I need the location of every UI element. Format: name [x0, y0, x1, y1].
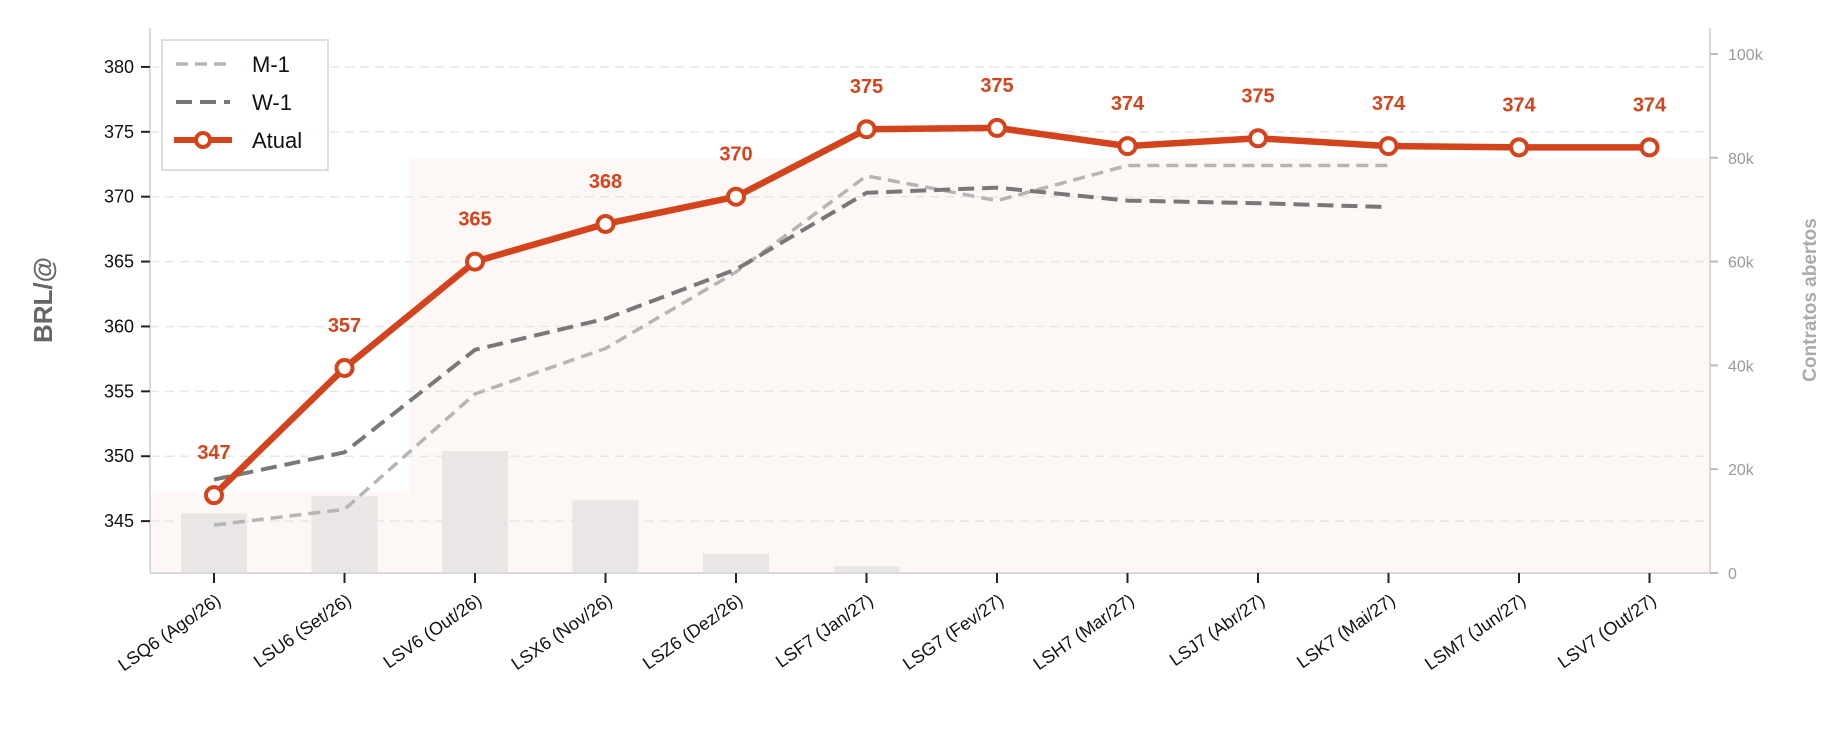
data-label-3: 368 [589, 171, 622, 193]
y2tick-label-5: 100k [1728, 47, 1764, 64]
oi-bar-3 [572, 500, 639, 573]
data-labels: 347 357 365 368 370 375 375 374 375 374 374 374 [197, 75, 1667, 464]
y2tick-label-2: 40k [1728, 358, 1755, 375]
marker-atual-9 [1378, 136, 1399, 157]
series-line-w-1 [213, 185, 1389, 482]
marker-atual-11 [1639, 137, 1660, 158]
xtick-label-0: LSQ6 (Ago/26) [114, 590, 224, 675]
xtick-label-6: LSG7 (Fev/27) [899, 590, 1007, 674]
marker-atual-10 [1509, 137, 1529, 158]
data-label-8: 375 [1241, 85, 1274, 107]
legend-label-w-1: W-1 [252, 90, 292, 115]
data-label-4: 370 [719, 144, 752, 166]
ytick-label-370: 370 [104, 187, 134, 207]
axes [149, 28, 1711, 574]
ytick-label-365: 365 [104, 252, 134, 272]
open-interest-background-area [150, 157, 1710, 573]
y-axis-title: BRL/@ [28, 257, 58, 343]
open-interest-bars [181, 451, 900, 573]
xtick-label-9: LSK7 (Mai/27) [1293, 590, 1399, 672]
marker-atual-5 [856, 119, 877, 140]
xtick-label-5: LSF7 (Jan/27) [772, 590, 877, 672]
legend: M-1 W-1 Atual [161, 39, 329, 171]
marker-atual-1 [334, 357, 355, 378]
legend-marker-atual [194, 131, 212, 149]
oi-bar-1 [311, 496, 378, 573]
y-gridlines [150, 66, 1710, 522]
xtick-label-11: LSV7 (Out/27) [1554, 590, 1660, 672]
marker-atual-8 [1248, 128, 1268, 149]
xtick-label-1: LSU6 (Set/26) [250, 590, 355, 672]
data-label-9: 374 [1372, 93, 1406, 115]
data-label-10: 374 [1502, 94, 1536, 116]
legend-label-atual: Atual [252, 128, 302, 153]
series-lines [204, 117, 1660, 527]
left-y-ticks: 345 350 355 360 365 370 375 380 [104, 57, 150, 531]
xtick-label-10: LSM7 (Jun/27) [1421, 590, 1529, 674]
y2-axis-title: Contratos abertos [1800, 218, 1821, 382]
series-line-m-1 [213, 163, 1389, 527]
right-y-ticks: 0 20k 40k 60k 80k 100k [1710, 47, 1764, 583]
series-line-atual [210, 124, 1653, 499]
y2tick-label-1: 20k [1728, 462, 1755, 479]
y2tick-label-4: 80k [1728, 151, 1755, 168]
ytick-label-375: 375 [104, 122, 134, 142]
legend-label-m-1: M-1 [252, 52, 290, 77]
oi-bar-4 [703, 553, 769, 573]
x-ticks: LSQ6 (Ago/26) LSU6 (Set/26) LSV6 (Out/26) L… [114, 573, 1660, 675]
data-label-11: 374 [1633, 94, 1667, 116]
marker-atual-4 [726, 186, 746, 207]
oi-bar-2 [442, 451, 508, 573]
marker-atual-2 [465, 251, 485, 272]
background-area [150, 157, 1710, 573]
marker-atual-6 [987, 117, 1007, 138]
xtick-label-7: LSH7 (Mar/27) [1030, 590, 1138, 674]
ytick-label-345: 345 [104, 511, 134, 531]
data-label-6: 375 [980, 75, 1013, 97]
ytick-label-350: 350 [104, 446, 134, 466]
data-label-2: 365 [458, 209, 491, 231]
y2tick-label-0: 0 [1728, 566, 1737, 583]
ytick-label-360: 360 [104, 316, 134, 336]
xtick-label-3: LSX6 (Nov/26) [508, 590, 616, 674]
data-label-1: 357 [328, 315, 361, 337]
y2tick-label-3: 60k [1728, 255, 1755, 272]
ytick-label-355: 355 [104, 381, 134, 401]
data-label-7: 374 [1111, 93, 1145, 115]
data-label-5: 375 [850, 76, 883, 98]
marker-atual-3 [595, 213, 616, 234]
xtick-label-2: LSV6 (Out/26) [380, 590, 486, 672]
marker-atual-0 [204, 485, 224, 506]
xtick-label-4: LSZ6 (Dez/26) [639, 590, 746, 674]
data-label-0: 347 [197, 442, 230, 464]
xtick-label-8: LSJ7 (Abr/27) [1166, 590, 1268, 670]
ytick-label-380: 380 [104, 57, 134, 77]
marker-atual-7 [1117, 136, 1138, 157]
legend-box [161, 39, 329, 171]
oi-bar-5 [833, 566, 900, 573]
